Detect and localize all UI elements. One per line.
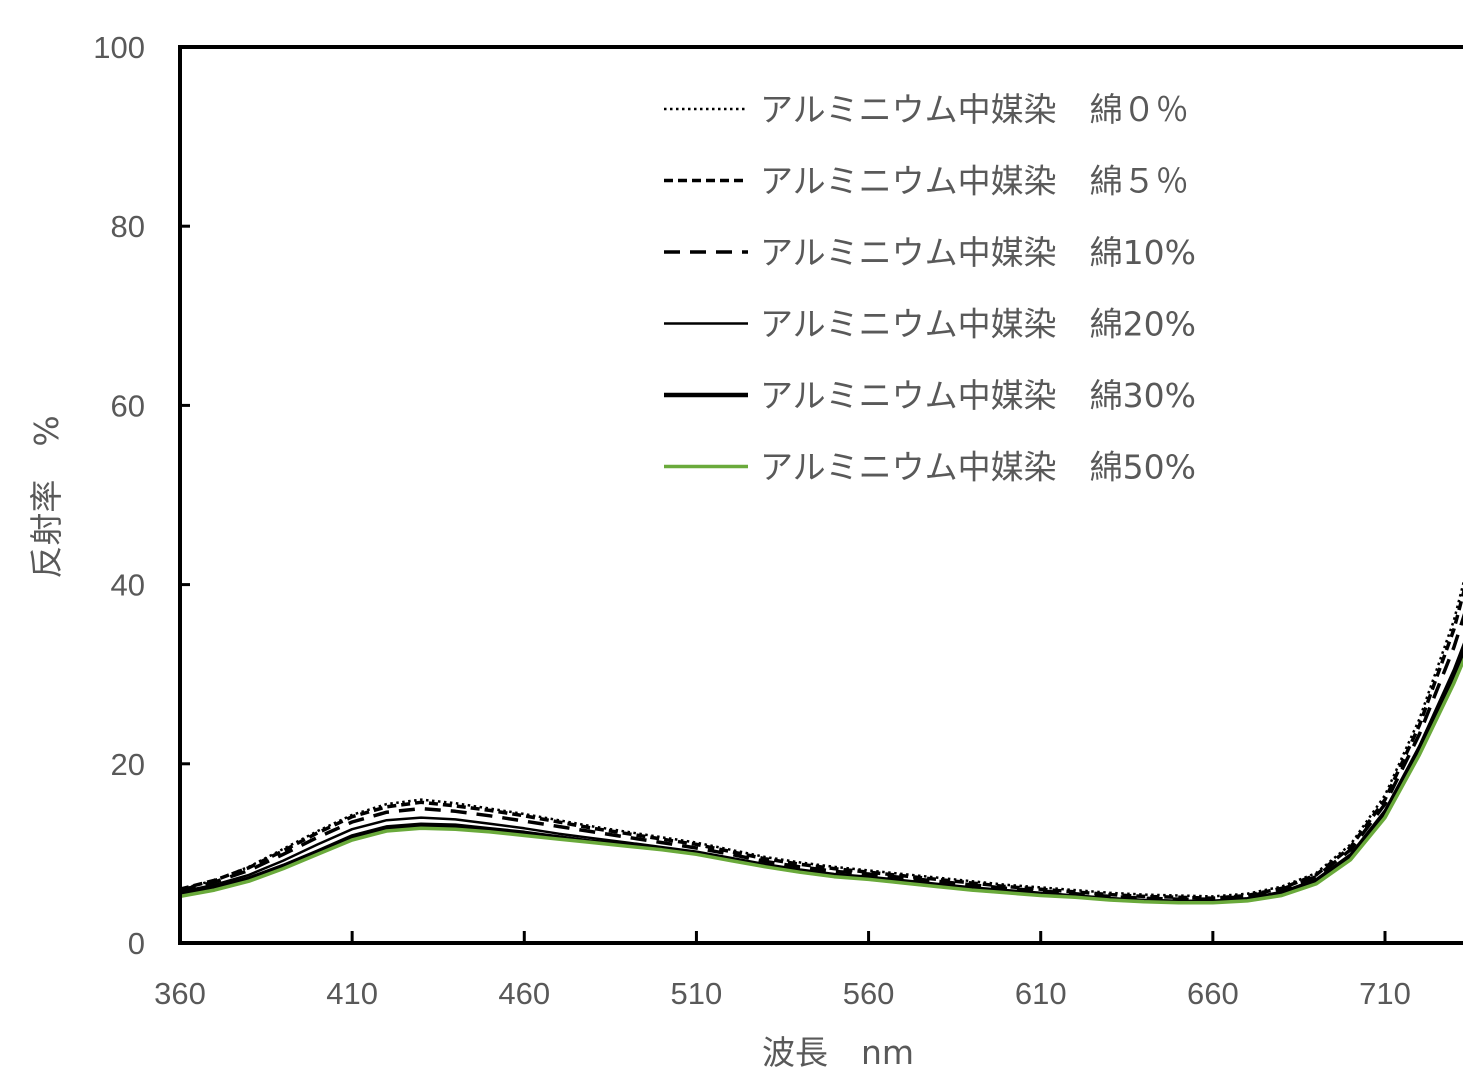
series-line-2 bbox=[180, 587, 1463, 900]
x-tick-label: 410 bbox=[326, 976, 378, 1011]
series-line-1 bbox=[180, 579, 1463, 898]
series-line-3 bbox=[180, 613, 1463, 901]
legend-label-4: アルミニウム中媒染 綿20% bbox=[760, 305, 1196, 344]
x-tick-label: 460 bbox=[498, 976, 550, 1011]
y-tick-label: 0 bbox=[128, 926, 145, 961]
legend-label-5: アルミニウム中媒染 綿30% bbox=[760, 376, 1196, 415]
series-layer bbox=[180, 579, 1463, 905]
x-tick-label: 510 bbox=[671, 976, 723, 1011]
legend: アルミニウム中媒染 綿０％ アルミニウム中媒染 綿５％ アルミニウム中媒染 綿10%… bbox=[664, 90, 1196, 487]
x-tick-label: 660 bbox=[1187, 976, 1239, 1011]
tick-labels: 0 20 40 60 80 100 360 410 460 510 560 610 660 710 bbox=[93, 30, 1411, 1011]
y-tick-label: 40 bbox=[111, 568, 145, 603]
legend-label-6: アルミニウム中媒染 綿50% bbox=[760, 448, 1196, 487]
series-line-5 bbox=[180, 647, 1463, 905]
x-tick-label: 710 bbox=[1359, 976, 1411, 1011]
x-axis-title: 波長 nm bbox=[762, 1033, 914, 1070]
y-tick-label: 20 bbox=[111, 747, 145, 782]
x-tick-label: 560 bbox=[843, 976, 895, 1011]
series-line-6 bbox=[180, 657, 1463, 905]
y-tick-label: 60 bbox=[111, 388, 145, 423]
series-line-4 bbox=[180, 642, 1463, 903]
x-tick-label: 610 bbox=[1015, 976, 1067, 1011]
legend-label-1: アルミニウム中媒染 綿０％ bbox=[760, 90, 1189, 129]
y-tick-label: 100 bbox=[93, 30, 145, 65]
legend-label-2: アルミニウム中媒染 綿５％ bbox=[760, 162, 1189, 201]
y-axis-title: 反射率 % bbox=[27, 415, 66, 578]
y-tick-label: 80 bbox=[111, 209, 145, 244]
legend-label-3: アルミニウム中媒染 綿10% bbox=[760, 233, 1196, 272]
axes bbox=[178, 45, 1463, 945]
x-tick-label: 360 bbox=[154, 976, 206, 1011]
